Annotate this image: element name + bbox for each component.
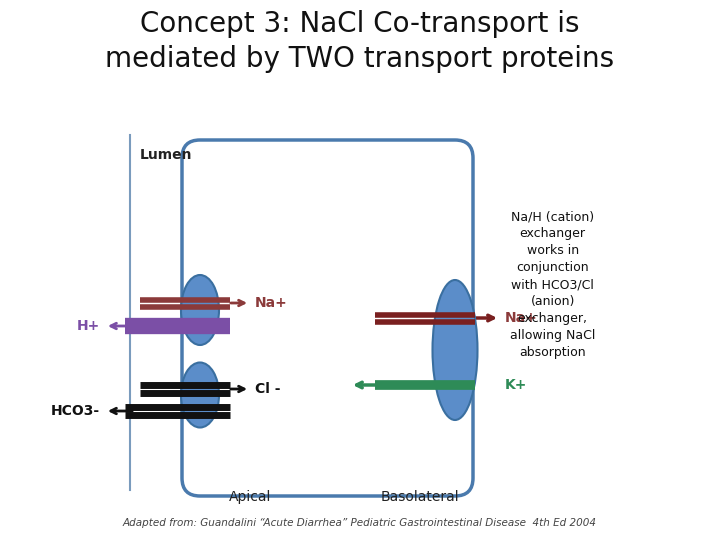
Text: Cl -: Cl - xyxy=(255,382,281,396)
Ellipse shape xyxy=(181,362,219,428)
Text: K+: K+ xyxy=(505,378,527,392)
Text: Basolateral: Basolateral xyxy=(381,490,459,504)
Text: Adapted from: Guandalini “Acute Diarrhea” Pediatric Gastrointestinal Disease  4t: Adapted from: Guandalini “Acute Diarrhea… xyxy=(123,518,597,528)
Text: Na/H (cation)
exchanger
works in
conjunction
with HCO3/Cl
(anion)
exchanger,
all: Na/H (cation) exchanger works in conjunc… xyxy=(510,210,595,359)
Text: Na+: Na+ xyxy=(505,311,538,325)
Ellipse shape xyxy=(433,280,477,420)
Text: H+: H+ xyxy=(77,319,100,333)
Text: Concept 3: NaCl Co-transport is
mediated by TWO transport proteins: Concept 3: NaCl Co-transport is mediated… xyxy=(105,10,615,72)
Text: Apical: Apical xyxy=(229,490,271,504)
Text: Lumen: Lumen xyxy=(140,148,192,162)
Ellipse shape xyxy=(181,275,219,345)
Text: Na+: Na+ xyxy=(255,296,288,310)
Text: HCO3-: HCO3- xyxy=(51,404,100,418)
